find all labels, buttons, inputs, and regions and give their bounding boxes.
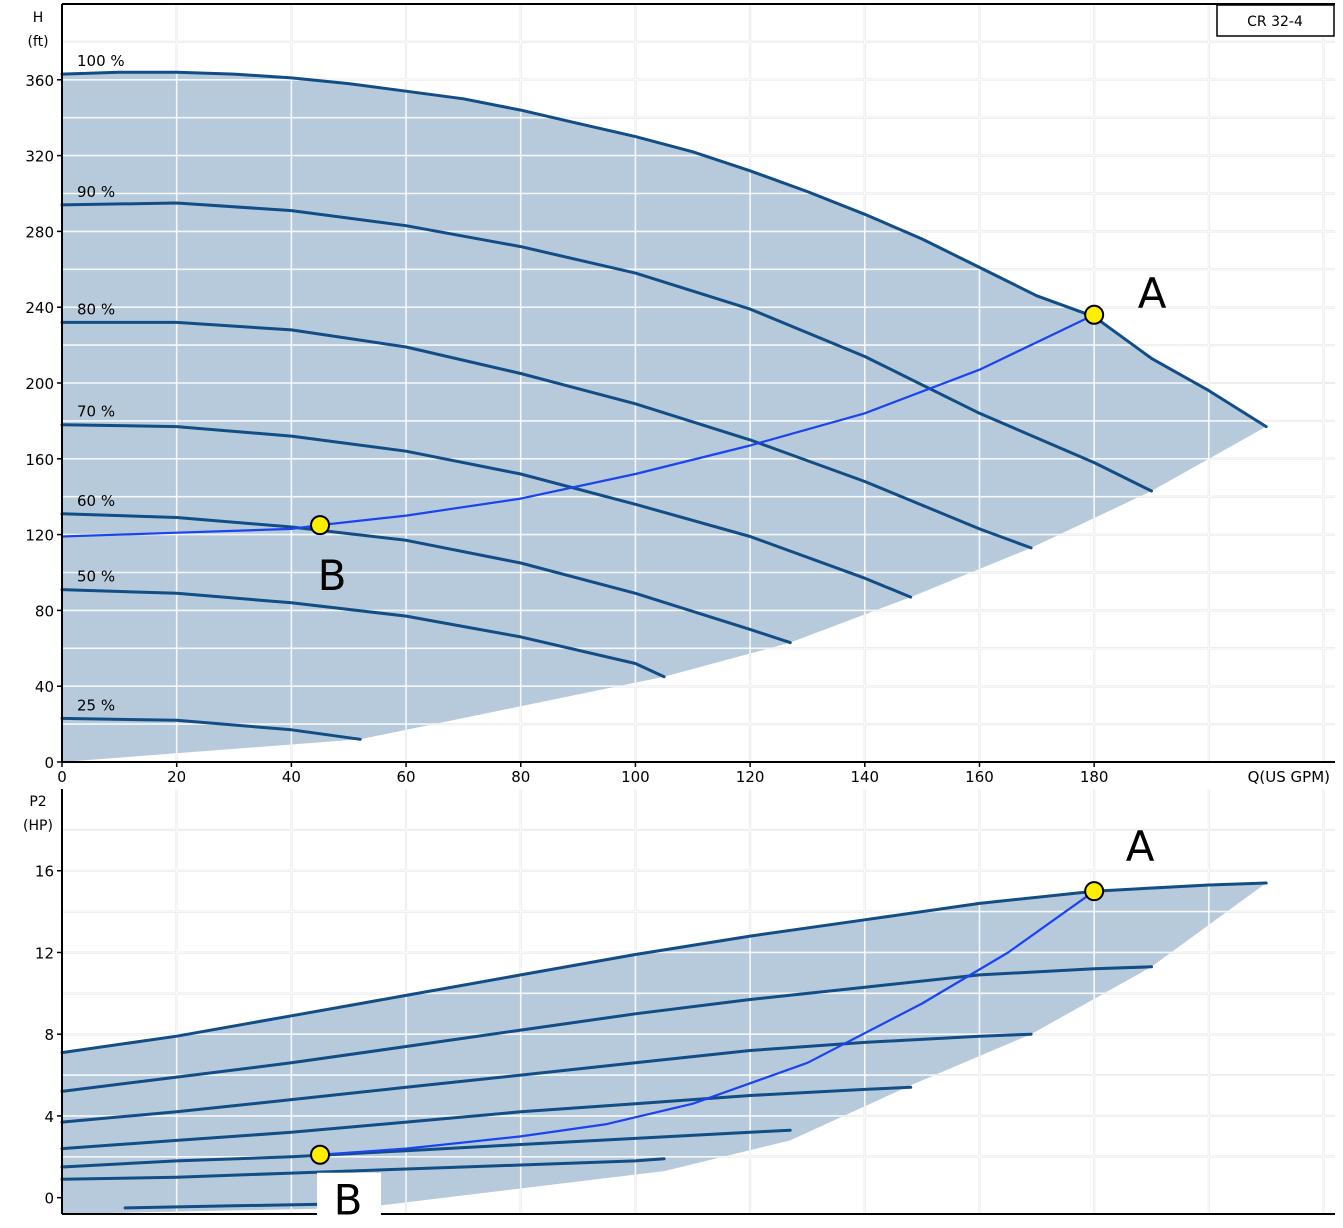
y-axis-title: H [33, 10, 44, 26]
y-tick-label: 0 [44, 754, 54, 772]
speed-curve-90-percent [60, 201, 1153, 493]
x-tick-label: 60 [397, 768, 416, 786]
speed-label-70-percent: 70 % [77, 403, 115, 421]
operating-area [62, 883, 1267, 1214]
y-tick-label: 360 [25, 72, 54, 90]
speed-curve-70-percent [60, 423, 913, 599]
system-curve [319, 890, 1095, 1156]
y-tick-label: 16 [35, 863, 54, 881]
head-chart: 100 % 90 % 80 % 70 % 60 % 50 % 25 % 0 40 80 120 160… [25, 3, 1335, 786]
y-tick-label: 12 [35, 944, 54, 962]
duty-point-b [310, 1144, 331, 1165]
speed-curve-100-percent [60, 70, 1268, 429]
duty-point-label-a: A [1138, 269, 1167, 318]
speed-label-50-percent: 50 % [77, 568, 115, 586]
y-tick-label: 8 [44, 1026, 54, 1044]
y-tick-label: 320 [25, 148, 54, 166]
x-tick-label: 0 [57, 768, 67, 786]
y-tick-label: 120 [25, 527, 54, 545]
y-axis-unit: (HP) [23, 818, 53, 834]
power-chart: 0 4 8 12 16 P2 (HP) A B [23, 789, 1335, 1225]
y-tick-label: 80 [35, 602, 54, 620]
speed-curve-60-percent [60, 1128, 792, 1169]
y-tick-label: 4 [44, 1108, 54, 1126]
y-tick-label: 280 [25, 223, 54, 241]
speed-curve-80-percent [60, 1032, 1033, 1124]
model-label: CR 32-4 [1247, 14, 1303, 30]
speed-curve-50-percent [60, 588, 666, 679]
duty-point-a [1084, 881, 1105, 902]
speed-curve-70-percent [60, 1085, 913, 1151]
grid-lines-over [62, 4, 1335, 762]
speed-label-25-percent: 25 % [77, 696, 115, 714]
y-tick-label: 240 [25, 299, 54, 317]
speed-curve-90-percent [60, 965, 1153, 1093]
x-tick-label: 20 [167, 768, 186, 786]
x-tick-label: 160 [965, 768, 994, 786]
y-tick-label: 200 [25, 375, 54, 393]
speed-label-100-percent: 100 % [77, 52, 125, 70]
y-axis-title: P2 [29, 794, 46, 810]
speed-curve-60-percent [60, 512, 792, 645]
speed-curve-50-percent [60, 1157, 666, 1181]
y-axis-unit: (ft) [27, 34, 48, 50]
x-tick-label: 120 [736, 768, 765, 786]
speed-curve-80-percent [60, 320, 1033, 550]
x-tick-label: 100 [621, 768, 650, 786]
y-tick-label: 0 [44, 1190, 54, 1208]
operating-area [62, 72, 1267, 762]
y-tick-label: 40 [35, 678, 54, 696]
speed-label-80-percent: 80 % [77, 300, 115, 318]
duty-point-label-b: B [334, 1176, 363, 1225]
model-box [1216, 4, 1335, 37]
grid-lines-over [62, 789, 1335, 1214]
speed-curve-25-percent [60, 716, 362, 741]
system-curve [61, 313, 1095, 538]
duty-point-label-b: B [318, 551, 347, 600]
speed-label-90-percent: 90 % [77, 183, 115, 201]
duty-point-label-a: A [1126, 822, 1155, 871]
point-label-background [317, 1172, 382, 1223]
speed-label-60-percent: 60 % [77, 492, 115, 510]
x-tick-label: 140 [850, 768, 879, 786]
duty-point-a [1084, 304, 1105, 325]
x-tick-label: 40 [282, 768, 301, 786]
speed-curve-100-percent [60, 881, 1268, 1055]
x-tick-label: 80 [511, 768, 530, 786]
y-tick-label: 160 [25, 451, 54, 469]
x-axis-title: Q(US GPM) [1248, 768, 1330, 786]
x-tick-label: 180 [1080, 768, 1109, 786]
duty-point-b [310, 515, 331, 536]
